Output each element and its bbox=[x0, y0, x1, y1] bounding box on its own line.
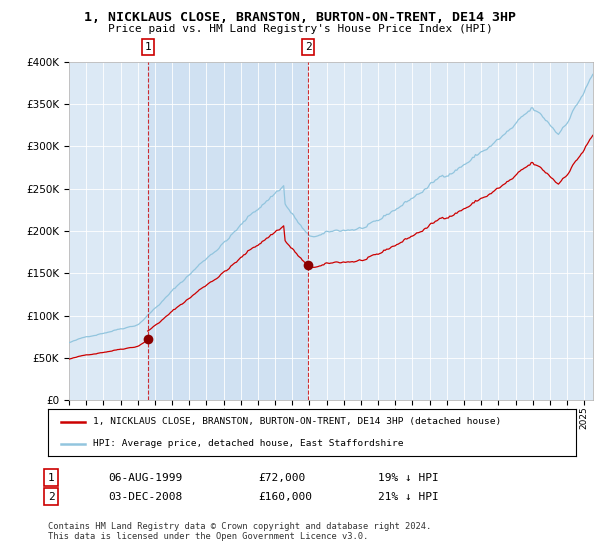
Text: 03-DEC-2008: 03-DEC-2008 bbox=[108, 492, 182, 502]
Text: 1: 1 bbox=[47, 473, 55, 483]
Text: 19% ↓ HPI: 19% ↓ HPI bbox=[378, 473, 439, 483]
Text: Price paid vs. HM Land Registry's House Price Index (HPI): Price paid vs. HM Land Registry's House … bbox=[107, 24, 493, 34]
Text: 06-AUG-1999: 06-AUG-1999 bbox=[108, 473, 182, 483]
Text: 1: 1 bbox=[144, 42, 151, 52]
Text: HPI: Average price, detached house, East Staffordshire: HPI: Average price, detached house, East… bbox=[93, 439, 403, 448]
Bar bbox=[148, 62, 308, 400]
Text: 21% ↓ HPI: 21% ↓ HPI bbox=[378, 492, 439, 502]
Text: 2: 2 bbox=[305, 42, 311, 52]
Text: £160,000: £160,000 bbox=[258, 492, 312, 502]
Text: 2: 2 bbox=[47, 492, 55, 502]
Text: 1, NICKLAUS CLOSE, BRANSTON, BURTON-ON-TRENT, DE14 3HP: 1, NICKLAUS CLOSE, BRANSTON, BURTON-ON-T… bbox=[84, 11, 516, 24]
Text: 1, NICKLAUS CLOSE, BRANSTON, BURTON-ON-TRENT, DE14 3HP (detached house): 1, NICKLAUS CLOSE, BRANSTON, BURTON-ON-T… bbox=[93, 417, 501, 426]
Text: Contains HM Land Registry data © Crown copyright and database right 2024.
This d: Contains HM Land Registry data © Crown c… bbox=[48, 522, 431, 542]
Text: £72,000: £72,000 bbox=[258, 473, 305, 483]
